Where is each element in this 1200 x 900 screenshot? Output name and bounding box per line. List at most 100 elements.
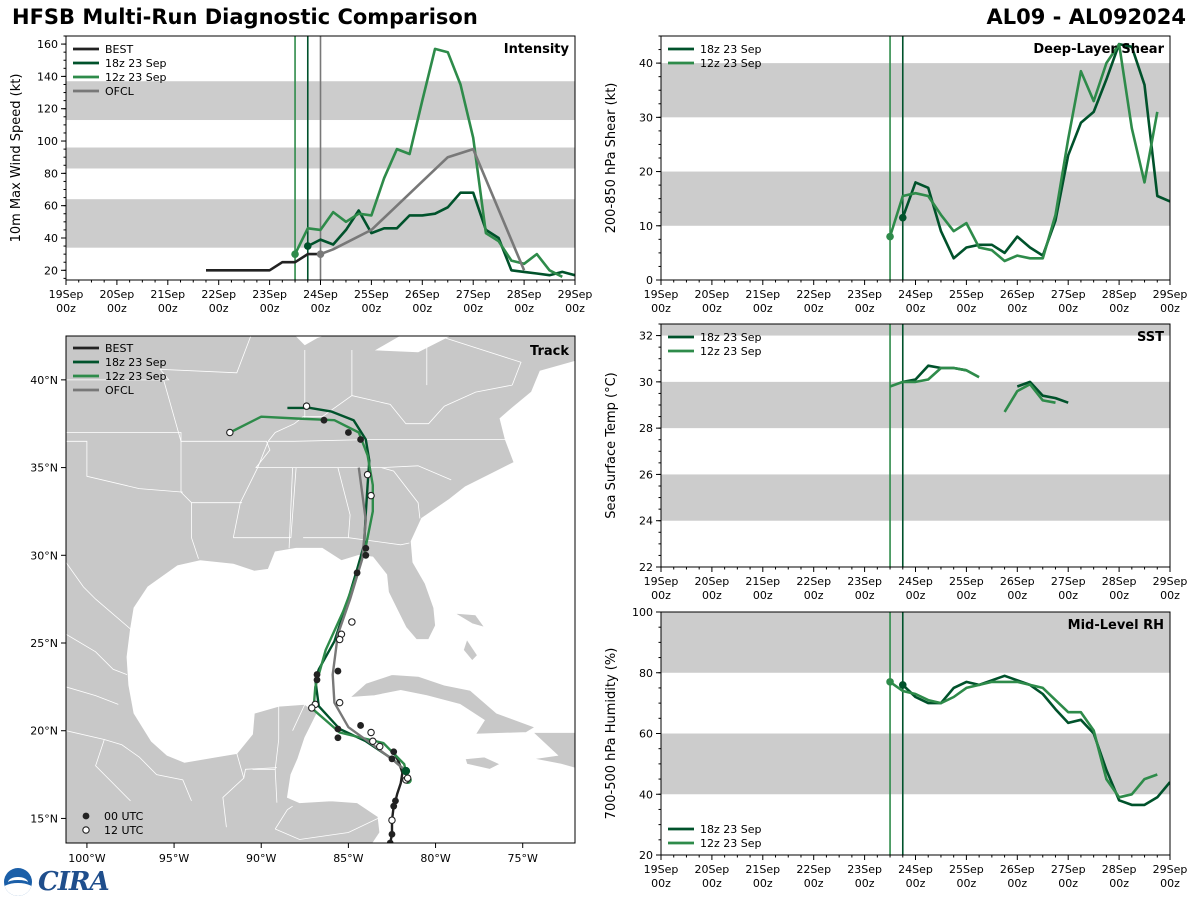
track-point-00utc [388, 830, 396, 838]
legend-label: OFCL [105, 384, 135, 397]
x-tick-label: 23Sep [252, 288, 287, 301]
x-tick-sublabel: 00z [702, 877, 722, 890]
shaded-band [661, 381, 1170, 429]
plot-frame [65, 335, 576, 844]
x-tick-sublabel: 00z [702, 302, 722, 315]
shaded-band [661, 63, 1170, 118]
track-point-00utc [357, 436, 364, 443]
series-start-point [316, 250, 325, 258]
y-tick-label: 60 [44, 200, 58, 213]
plot-area [66, 36, 575, 280]
x-tick-sublabel: 00z [1058, 589, 1078, 602]
border-states [268, 439, 507, 442]
track-point-12utc [363, 470, 372, 479]
panel-title: Intensity [504, 42, 570, 57]
panel-track: 100°W 95°W 90°W 85°W 80°W 75°W 15°N 20°N 25°N 30°… [30, 335, 576, 865]
x-tick-sublabel: 00z [1109, 589, 1129, 602]
x-tick-label: 25Sep [949, 863, 984, 876]
x-tick-label: 21Sep [745, 288, 780, 301]
series-line-run12 [1003, 382, 1056, 413]
cira-logo: CIRA [38, 867, 110, 897]
border-states [232, 441, 269, 538]
track-point-00utc [386, 839, 394, 843]
border-mexico-states [236, 753, 245, 779]
x-tick-sublabel: 00z [957, 302, 977, 315]
land-hispaniola [532, 732, 575, 769]
x-tick-sublabel: 00z [804, 877, 824, 890]
marker-legend-12utc-symbol [82, 826, 90, 834]
track-point-12utc [302, 402, 311, 410]
y-tick-label: 0 [646, 274, 653, 287]
lake-ontario [439, 336, 502, 337]
border-states [438, 336, 522, 386]
x-tick-label: 19Sep [49, 288, 84, 301]
y-tick-label: 160 [37, 38, 58, 51]
track-point-12utc [226, 428, 234, 437]
y-tick-label: 40 [44, 232, 58, 245]
x-tick-label: 26Sep [1000, 575, 1035, 588]
panel-sst: 22242628303219Sep00z20Sep00z21Sep00z22Se… [604, 323, 1187, 602]
border-nicaragua [275, 818, 379, 840]
series-line-run18 [307, 191, 575, 277]
shaded-band [661, 171, 1170, 226]
x-tick-sublabel: 00z [1058, 302, 1078, 315]
y-tick-label: 32 [639, 330, 653, 343]
plot-area [661, 36, 1170, 280]
x-tick-label: 21Sep [745, 863, 780, 876]
series-line-run18 [901, 42, 1170, 260]
panel-title: SST [1137, 330, 1164, 345]
x-tick-label: 28Sep [1102, 288, 1137, 301]
track-point-12utc [308, 704, 316, 712]
x-tick-label: 27Sep [1051, 288, 1086, 301]
series-start-point [898, 213, 907, 222]
border-states [66, 432, 199, 559]
border-states [66, 336, 252, 381]
x-tick-label: 26Sep [1000, 288, 1035, 301]
plot-area [661, 324, 1170, 567]
marker-legend-label: 12 UTC [104, 824, 144, 837]
marker-legend-label: 00 UTC [104, 810, 144, 823]
border-mexico-states [274, 706, 280, 770]
series-start-point [886, 678, 894, 686]
x-tick-label: 25Sep [949, 288, 984, 301]
x-tick-sublabel: 00z [260, 302, 280, 315]
land-jamaica [464, 756, 501, 770]
border-states [303, 467, 351, 539]
x-tick-sublabel: 00z [906, 877, 926, 890]
legend-label: 12z 23 Sep [700, 345, 762, 358]
x-tick-sublabel: 00z [514, 302, 534, 315]
y-tick-label: 60 [639, 728, 653, 741]
y-axis-label: 10m Max Wind Speed (kt) [9, 74, 24, 243]
land-andros [462, 638, 478, 662]
x-tick-label: 24Sep [303, 288, 338, 301]
series-line-run12 [293, 47, 563, 278]
series-start-point [291, 250, 299, 258]
x-tick-label: 21Sep [150, 288, 185, 301]
track-point-12utc [388, 816, 396, 824]
panel-title: Mid-Level RH [1068, 618, 1164, 633]
x-tick-sublabel: 00z [855, 589, 875, 602]
series-start-point [886, 232, 894, 241]
track-point-00utc [388, 755, 396, 763]
border-mexico-states [95, 739, 131, 802]
x-tick-label: 21Sep [745, 575, 780, 588]
track-point-12utc [367, 728, 375, 737]
x-tick-sublabel: 00z [463, 302, 483, 315]
x-tick-label: 27Sep [456, 288, 491, 301]
track-point-00utc [334, 725, 342, 733]
x-tick-label: 22Sep [796, 575, 831, 588]
border-mexico-states [292, 704, 306, 731]
x-tick-sublabel: 00z [1160, 589, 1180, 602]
track-point-00utc [353, 569, 361, 577]
legend-label: 12z 23 Sep [105, 71, 167, 84]
track-point-12utc [335, 635, 344, 644]
legend-label: 18z 23 Sep [700, 823, 762, 836]
x-tick-label: 20Sep [100, 288, 135, 301]
track-point-00utc [344, 429, 352, 436]
series-start-point [303, 242, 312, 250]
x-tick-sublabel: 00z [1007, 302, 1027, 315]
track-point-12utc [367, 491, 375, 500]
x-tick-sublabel: 00z [855, 302, 875, 315]
series-line-ofcl [320, 147, 526, 271]
series-line-best [206, 252, 321, 272]
